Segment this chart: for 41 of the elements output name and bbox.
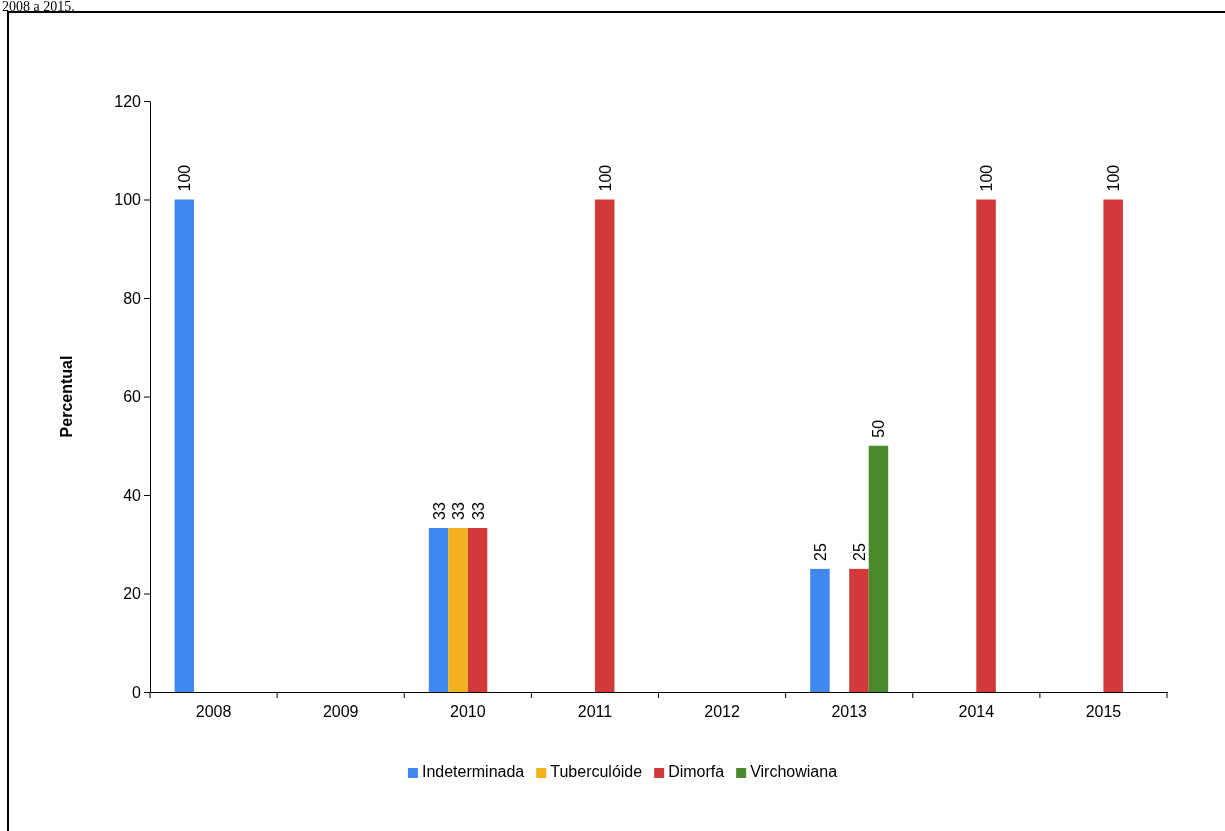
x-tick-label: 2013: [831, 703, 868, 721]
data-label: 33: [430, 502, 448, 520]
data-label: 25: [811, 542, 829, 561]
bar: [448, 528, 468, 692]
x-tick-label: 2008: [195, 703, 232, 721]
data-label: 25: [850, 542, 868, 561]
x-tick-label: 2010: [450, 703, 486, 721]
data-label: 100: [978, 164, 996, 192]
y-tick-label: 20: [123, 585, 142, 603]
y-tick-label: 0: [132, 683, 142, 701]
x-tick-label: 2011: [577, 703, 613, 721]
y-tick-label: 60: [123, 388, 142, 406]
bar: [174, 199, 195, 692]
bar: [810, 568, 830, 692]
y-tick-label: 80: [123, 289, 142, 307]
bar: [467, 528, 488, 692]
data-label: 50: [870, 419, 888, 438]
data-label: 100: [1105, 164, 1123, 192]
bar: [849, 568, 869, 692]
y-tick-label: 120: [114, 92, 142, 110]
x-tick-label: 2015: [1085, 703, 1122, 721]
data-label: 33: [450, 502, 468, 520]
x-tick-label: 2014: [958, 703, 995, 721]
legend-label: Virchowiana: [750, 763, 838, 781]
data-label: 33: [469, 502, 487, 520]
bar: [594, 199, 615, 692]
x-tick-label: 2009: [322, 703, 359, 721]
bar: [976, 199, 996, 692]
text: 2008 a 2015.: [2, 0, 75, 15]
bar: [868, 445, 889, 692]
data-label: 100: [176, 164, 194, 192]
y-tick-label: 100: [114, 191, 142, 209]
y-axis-title: Percentual: [58, 355, 75, 438]
legend-label: Dimorfa: [668, 763, 725, 781]
bar: [428, 528, 449, 692]
x-tick-label: 2012: [704, 703, 740, 721]
legend-label: Indeterminada: [421, 763, 525, 781]
y-tick-label: 40: [123, 486, 142, 504]
bar: [1103, 199, 1123, 692]
legend-label: Tuberculóide: [550, 763, 643, 781]
data-label: 100: [596, 164, 614, 192]
